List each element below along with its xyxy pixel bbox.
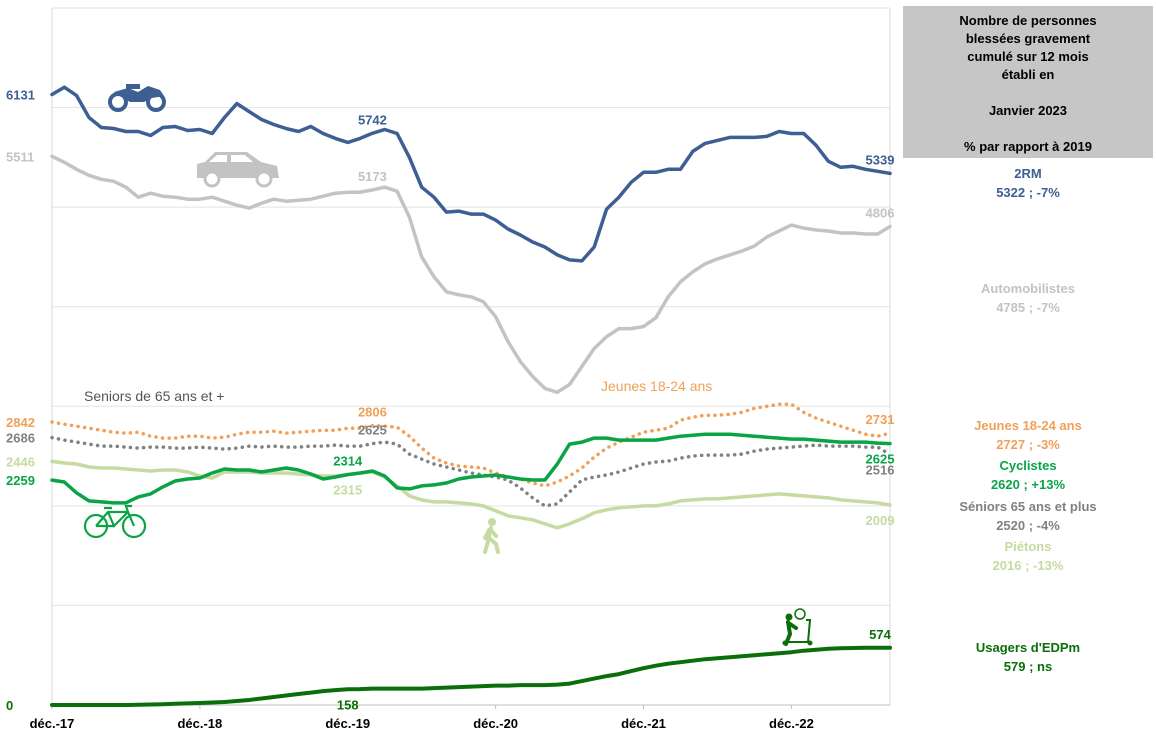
legend-entry-2rm: 2RM 5322 ; -7% <box>903 164 1153 202</box>
legend-name: Automobilistes <box>981 281 1075 296</box>
legend-entry-jeunes: Jeunes 18-24 ans 2727 ; -3% <box>903 416 1153 454</box>
legend-value: 2727 ; -3% <box>996 437 1060 452</box>
legend-entry-automobilistes: Automobilistes 4785 ; -7% <box>903 279 1153 317</box>
x-tick-label: déc.-19 <box>325 716 370 731</box>
data-label: 158 <box>337 697 359 712</box>
car-icon <box>197 152 279 188</box>
info-title-line: blessées gravement <box>965 31 1091 46</box>
legend-value: 2520 ; -4% <box>996 518 1060 533</box>
info-comparison: % par rapport à 2019 <box>964 139 1092 154</box>
scooter-icon <box>782 608 813 646</box>
legend-name: Séniors 65 ans et plus <box>959 499 1097 514</box>
data-label: 2625 <box>866 452 895 467</box>
data-label: 4806 <box>866 205 895 220</box>
annotation-jeunes: Jeunes 18-24 ans <box>601 378 712 394</box>
data-label: 2806 <box>358 405 387 420</box>
data-label: 2516 <box>866 462 895 477</box>
x-tick-label: déc.-17 <box>30 716 75 731</box>
legend-entry-pietons: Piétons 2016 ; -13% <box>903 537 1153 575</box>
series-line <box>50 402 892 488</box>
data-label: 5742 <box>358 112 387 127</box>
data-label: 0 <box>6 698 13 713</box>
series-line <box>50 435 892 508</box>
data-label: 2259 <box>6 473 35 488</box>
legend-value: 4785 ; -7% <box>996 300 1060 315</box>
data-label: 2009 <box>866 513 895 528</box>
legend-name: Cyclistes <box>999 458 1057 473</box>
series-line <box>50 154 892 395</box>
info-title-line: établi en <box>1001 67 1055 82</box>
legend-entry-cyclistes: Cyclistes 2620 ; +13% <box>903 456 1153 494</box>
legend-name: Piétons <box>1004 539 1052 554</box>
series-line <box>50 459 892 530</box>
x-tick-label: déc.-22 <box>769 716 814 731</box>
series-line <box>50 85 892 263</box>
legend-value: 5322 ; -7% <box>996 185 1060 200</box>
x-tick-label: déc.-20 <box>473 716 518 731</box>
data-label: 5339 <box>866 152 895 167</box>
data-label: 6131 <box>6 88 35 103</box>
data-label: 2315 <box>333 482 362 497</box>
data-label: 2842 <box>6 415 35 430</box>
data-label: 2625 <box>358 423 387 438</box>
x-tick-label: déc.-18 <box>177 716 222 731</box>
legend-name: Jeunes 18-24 ans <box>974 418 1082 433</box>
legend-name: Usagers d'EDPm <box>975 640 1081 655</box>
annotation-seniors: Seniors de 65 ans et + <box>84 388 225 404</box>
legend-value: 2620 ; +13% <box>990 477 1066 492</box>
series-line <box>50 645 892 707</box>
data-label: 574 <box>869 627 891 642</box>
data-label: 2731 <box>866 412 895 427</box>
pedestrian-icon <box>483 518 500 554</box>
info-title-line: Nombre de personnes <box>959 13 1097 28</box>
info-period: Janvier 2023 <box>988 103 1068 118</box>
bicycle-icon <box>83 504 147 539</box>
legend-entry-edpm: Usagers d'EDPm 579 ; ns <box>903 638 1153 676</box>
x-tick-label: déc.-21 <box>621 716 666 731</box>
series-line <box>50 432 892 505</box>
legend-value: 579 ; ns <box>1003 659 1053 674</box>
data-label: 2314 <box>333 454 363 469</box>
data-label: 5173 <box>358 169 387 184</box>
info-title-line: cumulé sur 12 mois <box>967 49 1089 64</box>
legend-entry-seniors: Séniors 65 ans et plus 2520 ; -4% <box>903 497 1153 535</box>
legend-name: 2RM <box>1014 166 1042 181</box>
motorcycle-icon <box>108 84 166 112</box>
data-label: 2686 <box>6 431 35 446</box>
data-label: 2446 <box>6 454 35 469</box>
data-label: 5511 <box>6 149 34 164</box>
legend-value: 2016 ; -13% <box>992 558 1064 573</box>
info-box: Nombre de personnes blessées gravement c… <box>903 6 1153 158</box>
